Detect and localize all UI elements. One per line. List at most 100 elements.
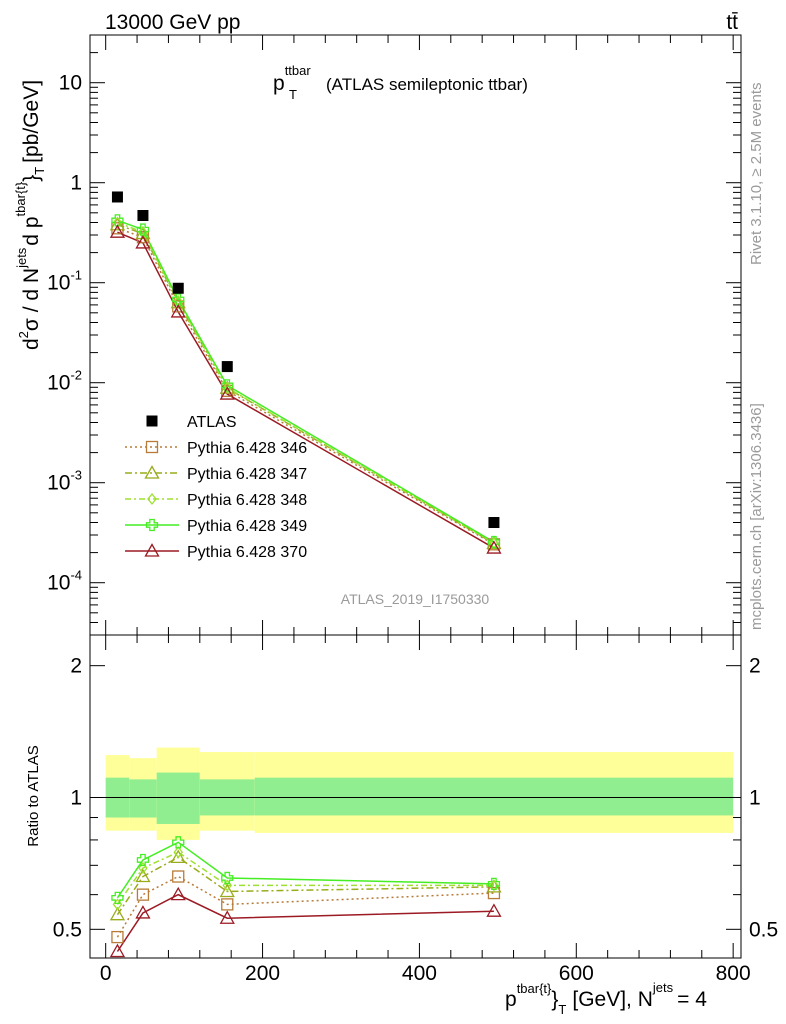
ratio-ytick-label-left: 0.5 bbox=[53, 918, 82, 941]
main-ytick-label: 10-2 bbox=[47, 368, 82, 395]
series-point-3 bbox=[172, 293, 185, 306]
legend-entry: Pythia 6.428 370 bbox=[125, 543, 307, 561]
ratio-point-3 bbox=[136, 853, 150, 867]
series-point-4 bbox=[486, 540, 502, 554]
series-point-4 bbox=[219, 386, 235, 400]
xtick-label: 800 bbox=[716, 962, 751, 985]
ratio-point-0 bbox=[487, 886, 501, 900]
xtick-label: 400 bbox=[402, 962, 437, 985]
xtick-labels: 0 200 400 600 800 bbox=[100, 962, 751, 985]
ratio-band-inner bbox=[254, 777, 734, 816]
atlas-point bbox=[221, 361, 233, 373]
series-point-3 bbox=[487, 535, 501, 549]
xtick-label: 200 bbox=[245, 962, 280, 985]
xtick-label: 0 bbox=[100, 962, 112, 985]
ratio-line-4 bbox=[116, 893, 494, 952]
energy-label: 13000 GeV pp bbox=[105, 11, 240, 34]
legend-entry: Pythia 6.428 349 bbox=[125, 518, 307, 535]
ratio-point-3 bbox=[221, 871, 234, 885]
ratio-line-2 bbox=[116, 851, 494, 905]
atlas-point bbox=[111, 191, 123, 203]
main-ytick-label: 1 bbox=[70, 172, 82, 195]
legend-label: ATLAS bbox=[187, 414, 237, 431]
ratio-point-4 bbox=[170, 886, 186, 901]
legend: ATLAS Pythia 6.428 346 Pythia 6.428 347 Pyt… bbox=[125, 414, 307, 561]
legend-marker bbox=[147, 492, 157, 506]
main-ytick-label: 10-4 bbox=[47, 568, 82, 595]
series-line-3 bbox=[117, 219, 495, 543]
legend-label: Pythia 6.428 349 bbox=[187, 518, 307, 535]
main-title: pttbar T (ATLAS semileptonic ttbar) bbox=[273, 63, 528, 102]
legend-marker bbox=[145, 518, 159, 532]
legend-label: Pythia 6.428 348 bbox=[187, 492, 307, 509]
atlas-point bbox=[172, 282, 184, 294]
atlas-point bbox=[488, 517, 500, 529]
ratio-point-4 bbox=[135, 905, 151, 919]
series-point-3 bbox=[136, 223, 150, 236]
ratio-line-3 bbox=[116, 841, 494, 899]
x-axis-label: ptbar{t}}T [GeV], Njets= 4 bbox=[505, 980, 707, 1017]
main-ytick-label: 10-1 bbox=[47, 268, 82, 295]
ratio-point-2 bbox=[173, 846, 184, 859]
ratio-ytick-label-right: 0.5 bbox=[749, 918, 778, 941]
xtick-label: 600 bbox=[559, 962, 594, 985]
main-ytick-label: 10 bbox=[59, 72, 82, 95]
ratio-plot bbox=[89, 634, 742, 959]
ratio-ytick-labels: 0.5 0.5 1 1 2 2 bbox=[53, 655, 778, 942]
ratio-point-1 bbox=[135, 868, 151, 883]
series-point-2 bbox=[112, 216, 123, 229]
ratio-point-1 bbox=[170, 849, 186, 863]
ratio-point-2 bbox=[138, 862, 148, 875]
ratio-point-2 bbox=[489, 879, 499, 892]
legend-label: Pythia 6.428 370 bbox=[187, 544, 307, 561]
series-point-4 bbox=[135, 235, 151, 249]
main-ylabel: d2σ / d Njetsd ptbar{t}}T[pb/GeV] bbox=[13, 80, 47, 350]
series-point-4 bbox=[170, 304, 186, 318]
process-label: tt̄ bbox=[726, 11, 738, 34]
series-line-2 bbox=[117, 221, 495, 544]
main-title-rest: (ATLAS semileptonic ttbar) bbox=[326, 75, 528, 94]
mcplots-label: mcplots.cern.ch [arXiv:1306.3436] bbox=[748, 403, 765, 630]
series-point-3 bbox=[111, 214, 124, 227]
legend-marker bbox=[146, 415, 158, 427]
legend-marker bbox=[144, 465, 160, 479]
ratio-ylabel: Ratio to ATLAS bbox=[25, 745, 42, 846]
series-point-4 bbox=[109, 224, 126, 238]
ratio-point-3 bbox=[487, 877, 501, 891]
legend-entry: ATLAS bbox=[146, 414, 237, 431]
main-title-sub: T bbox=[289, 87, 297, 102]
ratio-plot-frame bbox=[89, 634, 742, 959]
ratio-ytick-label-right: 2 bbox=[749, 655, 761, 678]
series-line-1 bbox=[117, 224, 495, 545]
atlas-point bbox=[137, 210, 149, 222]
ratio-point-3 bbox=[111, 891, 124, 904]
ratio-point-0 bbox=[172, 870, 185, 883]
ratio-point-4 bbox=[486, 903, 502, 917]
ratio-point-0 bbox=[221, 898, 234, 911]
ratio-point-4 bbox=[219, 910, 235, 924]
ratio-ytick-label-left: 2 bbox=[70, 655, 82, 678]
rivet-label: Rivet 3.1.10, ≥ 2.5M events bbox=[748, 83, 765, 266]
main-ytick-label: 10-3 bbox=[47, 468, 82, 495]
ratio-ytick-label-left: 1 bbox=[70, 786, 82, 809]
legend-marker bbox=[144, 543, 160, 557]
legend-entry: Pythia 6.428 348 bbox=[125, 492, 307, 509]
series-point-2 bbox=[222, 381, 233, 394]
analysis-watermark: ATLAS_2019_I1750330 bbox=[341, 591, 490, 607]
main-ytick-labels: 10-4 10-3 10-2 10-1 1 10 bbox=[47, 72, 82, 595]
main-title-p: p bbox=[273, 72, 285, 95]
legend-label: Pythia 6.428 346 bbox=[187, 440, 307, 457]
ratio-point-1 bbox=[219, 883, 235, 898]
ratio-point-0 bbox=[136, 888, 150, 901]
ratio-point-3 bbox=[172, 836, 185, 849]
legend-entry: Pythia 6.428 346 bbox=[125, 440, 307, 457]
legend-entry: Pythia 6.428 347 bbox=[125, 465, 307, 483]
ratio-band-inner bbox=[156, 772, 200, 824]
ratio-ytick-label-right: 1 bbox=[749, 786, 761, 809]
legend-marker bbox=[145, 440, 159, 454]
main-title-sup: ttbar bbox=[285, 63, 312, 78]
ratio-point-0 bbox=[111, 930, 124, 944]
ratio-band-inner bbox=[129, 779, 157, 818]
legend-label: Pythia 6.428 347 bbox=[187, 466, 307, 483]
